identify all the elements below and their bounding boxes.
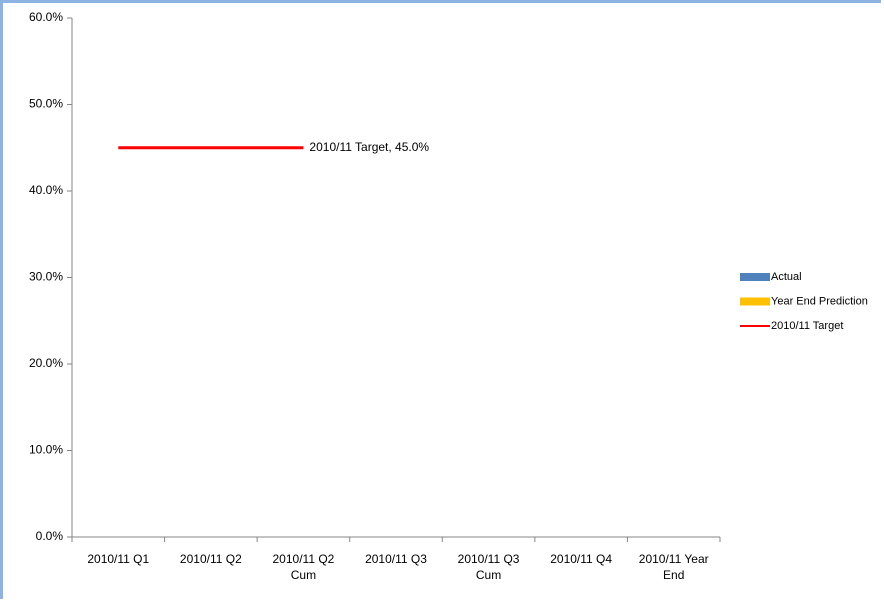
y-tick-label: 40.0% bbox=[29, 183, 63, 197]
legend-swatch bbox=[740, 297, 770, 306]
x-tick-label: 2010/11 Year End bbox=[638, 552, 709, 582]
legend-label: Actual bbox=[771, 271, 802, 283]
legend-label: 2010/11 Target bbox=[771, 320, 843, 332]
legend-swatch bbox=[740, 273, 770, 281]
x-tick-label: 2010/11 Q2 Cum bbox=[272, 552, 335, 582]
y-tick-label: 50.0% bbox=[29, 97, 63, 111]
y-tick-label: 30.0% bbox=[29, 270, 63, 284]
y-tick-label: 60.0% bbox=[29, 10, 63, 24]
y-tick-label: 20.0% bbox=[29, 356, 63, 370]
x-tick-label: 2010/11 Q3 bbox=[365, 552, 427, 566]
x-tick-label: 2010/11 Q4 bbox=[550, 552, 613, 566]
x-tick-label: 2010/11 Q2 bbox=[179, 552, 242, 566]
x-tick-label: 2010/11 Q3 Cum bbox=[457, 552, 520, 582]
y-tick-label: 0.0% bbox=[36, 529, 64, 543]
x-tick-label: 2010/11 Q1 bbox=[87, 552, 150, 566]
y-tick-label: 10.0% bbox=[29, 443, 63, 457]
data-label: 2010/11 Target, 45.0% bbox=[309, 140, 429, 154]
legend-label: Year End Prediction bbox=[771, 295, 868, 307]
